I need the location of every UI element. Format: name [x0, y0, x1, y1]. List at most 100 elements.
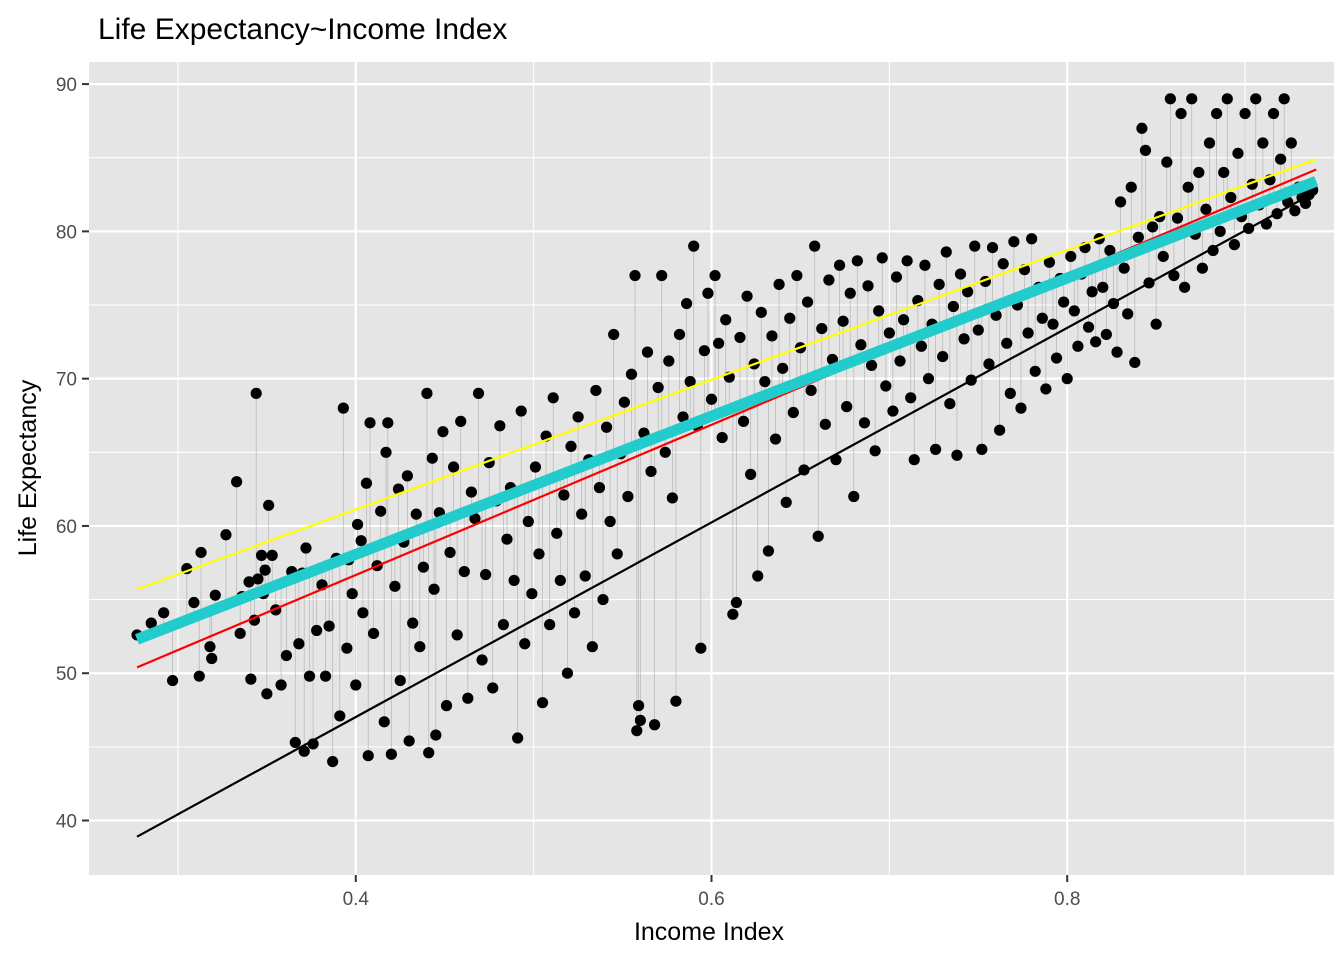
- data-point: [1086, 286, 1098, 298]
- data-point: [666, 492, 678, 504]
- data-point: [1157, 250, 1169, 263]
- data-point: [755, 306, 767, 318]
- x-tick-label: 0.6: [698, 889, 724, 910]
- data-point: [873, 305, 885, 317]
- data-point: [983, 358, 995, 370]
- data-point: [720, 314, 732, 326]
- data-point: [1058, 296, 1070, 308]
- data-point: [823, 274, 835, 286]
- data-point: [858, 417, 871, 429]
- data-point: [259, 564, 271, 576]
- data-point: [727, 608, 739, 620]
- data-point: [759, 376, 771, 388]
- data-point: [611, 548, 623, 560]
- data-point: [784, 312, 796, 324]
- data-point: [901, 255, 913, 267]
- data-point: [1104, 244, 1116, 257]
- data-point: [1136, 122, 1148, 134]
- data-point: [568, 607, 581, 619]
- data-point: [663, 355, 675, 367]
- data-point: [311, 624, 323, 637]
- data-point: [263, 499, 275, 511]
- data-point: [1040, 383, 1052, 395]
- data-point: [1090, 336, 1102, 348]
- data-point: [508, 574, 520, 587]
- y-tick-label: 60: [56, 517, 77, 538]
- data-point: [407, 617, 419, 629]
- data-point: [604, 515, 616, 528]
- data-point: [255, 549, 268, 561]
- data-point: [648, 719, 661, 731]
- data-point: [1100, 328, 1112, 341]
- data-point: [469, 512, 481, 525]
- data-point: [737, 415, 750, 427]
- y-axis: 40 50 60 70 80 90: [56, 75, 89, 833]
- data-point: [641, 346, 654, 358]
- data-point: [997, 258, 1009, 270]
- data-point: [515, 405, 527, 417]
- data-point: [631, 725, 643, 737]
- lower-fit-line: [136, 190, 1317, 838]
- data-point: [1146, 221, 1159, 233]
- data-point: [529, 461, 542, 473]
- data-point: [780, 496, 792, 508]
- data-point: [897, 314, 910, 326]
- data-point: [327, 755, 339, 768]
- data-point: [855, 339, 867, 351]
- data-point: [195, 546, 207, 559]
- data-point: [1168, 269, 1180, 282]
- data-point: [848, 490, 860, 503]
- data-point: [766, 330, 778, 342]
- data-point: [360, 477, 373, 489]
- data-point: [451, 629, 463, 641]
- data-point: [1122, 308, 1134, 320]
- data-point: [862, 280, 874, 292]
- data-point: [209, 589, 221, 601]
- data-point: [883, 327, 895, 339]
- data-point: [713, 337, 725, 349]
- data-point: [346, 588, 358, 600]
- data-point: [261, 688, 273, 700]
- data-point: [145, 617, 157, 629]
- data-point: [1257, 137, 1269, 149]
- data-point: [812, 530, 824, 542]
- data-point: [741, 290, 753, 302]
- data-point: [341, 642, 353, 654]
- data-point: [816, 322, 828, 335]
- data-point: [193, 670, 205, 682]
- data-point: [944, 398, 956, 410]
- data-point: [544, 619, 556, 631]
- data-point: [791, 269, 803, 282]
- data-point: [986, 241, 999, 254]
- data-point: [245, 673, 257, 685]
- data-point: [915, 340, 927, 352]
- data-point: [922, 373, 935, 385]
- data-point: [378, 716, 390, 728]
- y-axis-title: Life Expectancy: [14, 379, 42, 556]
- data-point: [951, 449, 963, 461]
- data-point: [480, 568, 492, 581]
- data-point: [632, 700, 645, 712]
- data-point: [597, 593, 609, 606]
- data-point: [745, 468, 757, 480]
- data-point: [188, 596, 200, 609]
- data-point: [1072, 340, 1084, 352]
- y-tick-label: 40: [56, 812, 77, 833]
- data-point: [1275, 153, 1287, 165]
- data-point: [519, 638, 531, 650]
- data-point: [1278, 93, 1290, 105]
- cyan-fit-line: [135, 176, 1319, 645]
- data-point: [1029, 365, 1041, 377]
- data-point: [773, 278, 785, 290]
- data-point: [1299, 197, 1312, 209]
- data-point: [389, 580, 401, 592]
- data-point: [410, 508, 422, 520]
- data-point: [1114, 196, 1127, 208]
- data-point: [1228, 239, 1240, 251]
- data-point: [1221, 93, 1233, 105]
- x-tick-label: 0.8: [1054, 889, 1080, 910]
- data-point: [437, 426, 449, 438]
- data-point: [590, 384, 602, 397]
- data-point: [865, 359, 878, 372]
- data-point: [876, 252, 888, 264]
